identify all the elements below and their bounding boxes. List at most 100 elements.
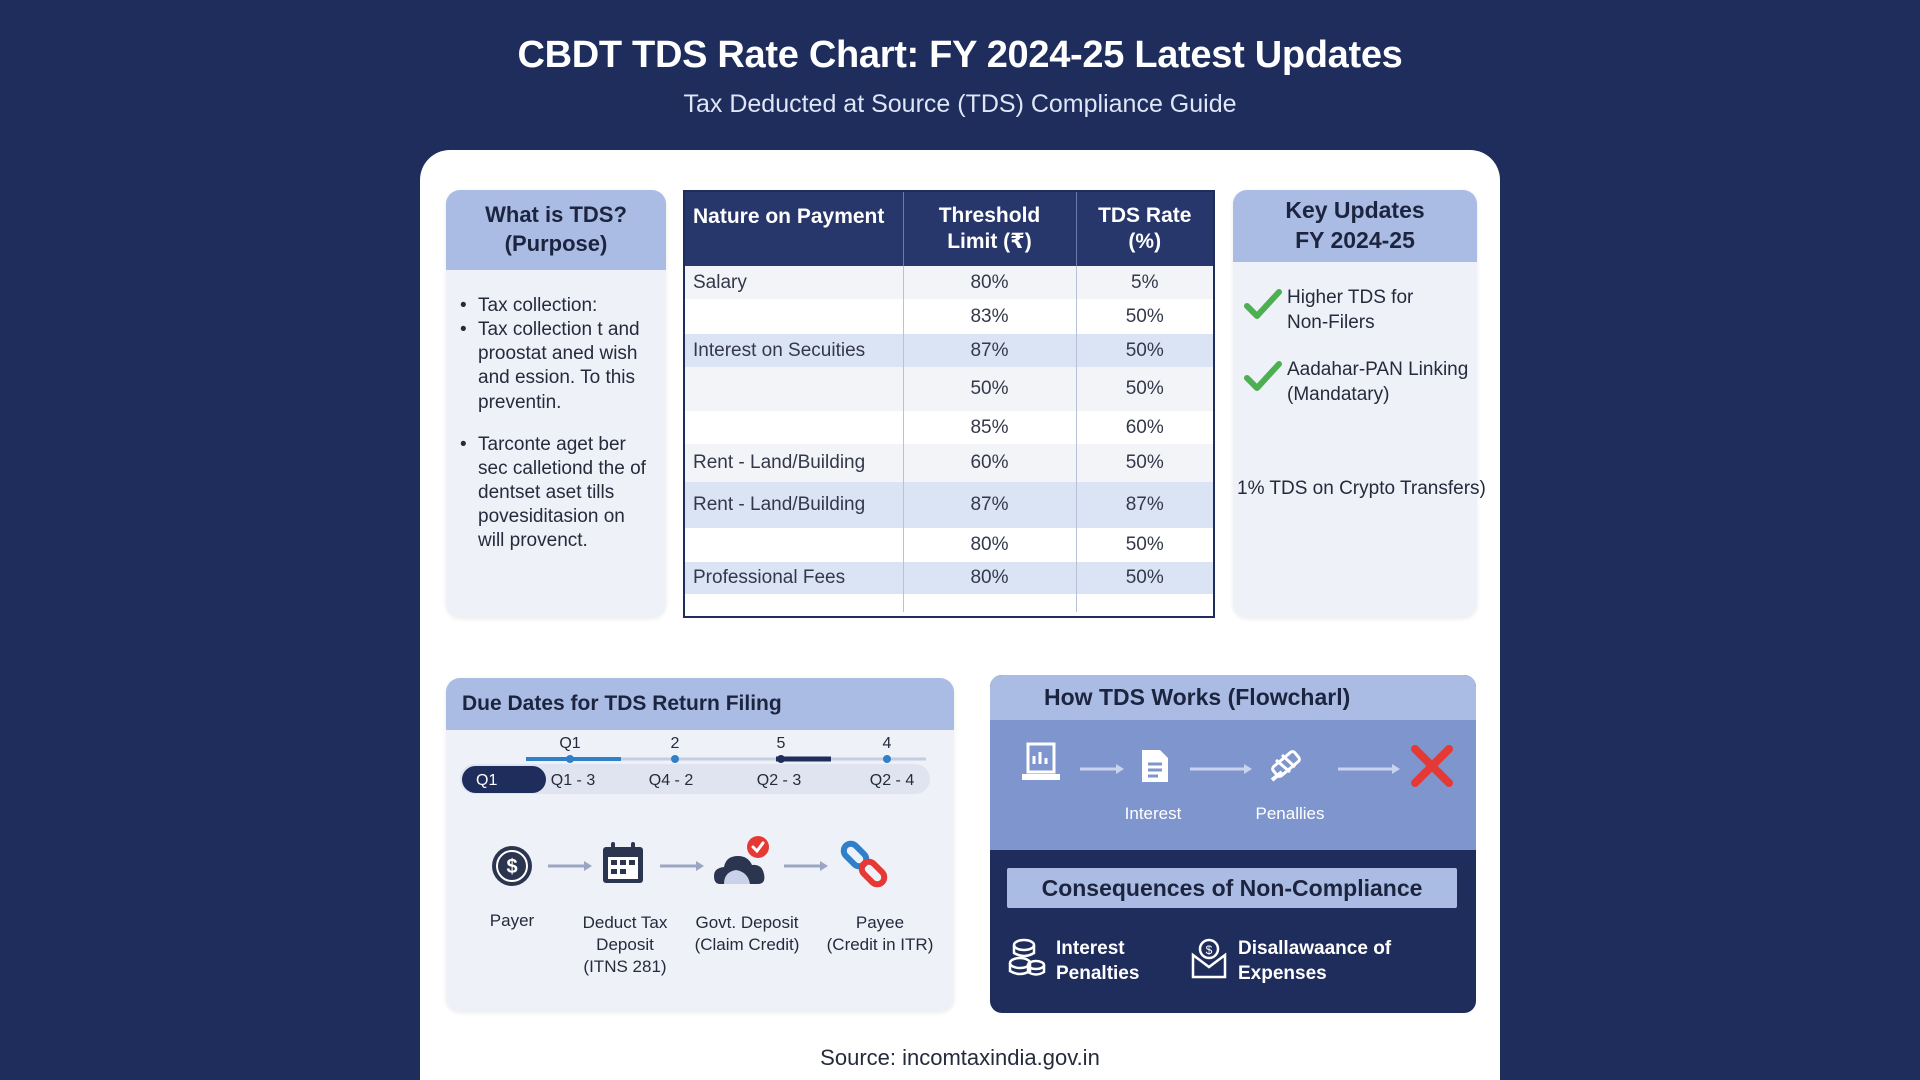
content-card: What is TDS? (Purpose) Tax collection: T… bbox=[420, 150, 1500, 1080]
page-title: CBDT TDS Rate Chart: FY 2024-25 Latest U… bbox=[517, 34, 1403, 76]
timeline-mark: 5 bbox=[777, 735, 786, 752]
table-row-empty bbox=[685, 594, 1213, 612]
arrow-right-icon bbox=[784, 861, 828, 871]
cell-rate: 50% bbox=[1075, 444, 1213, 482]
arrow-right-icon bbox=[1338, 764, 1400, 774]
red-cross-icon bbox=[1411, 745, 1453, 787]
dollar-coin-icon: $ bbox=[492, 846, 532, 886]
timeline-graphic: Q1 2 5 4 Q1 Q1 - 3 Q4 - 2 Q2 - 3 Q2 - 4 bbox=[460, 735, 930, 794]
cell-threshold: 87% bbox=[902, 482, 1076, 528]
key-updates-panel: Key Updates FY 2024-25 Higher TDS for No… bbox=[1233, 190, 1486, 618]
table-row: Interest on Secuities 87% 50% bbox=[685, 334, 1213, 367]
cell-empty bbox=[902, 594, 1076, 612]
flow-label: Payee (Credit in ITR) bbox=[826, 913, 934, 955]
flow-label: Govt. Deposit (Claim Credit) bbox=[694, 913, 800, 955]
cell-nature: Rent - Land/Building bbox=[685, 482, 903, 528]
cloud-deposit-icon bbox=[714, 836, 769, 884]
timeline-segment: Q2 - 3 bbox=[757, 772, 802, 789]
due-dates-panel: Due Dates for TDS Return Filing Q1 2 5 4… bbox=[446, 678, 954, 1012]
source-credit: Source: incomtaxindia.gov.in bbox=[820, 1045, 1100, 1070]
crypto-update-text: 1% TDS on Crypto Transfers) bbox=[1237, 478, 1486, 499]
document-icon bbox=[1142, 750, 1168, 782]
quarter-timeline: Q1 2 5 4 Q1 Q1 - 3 Q4 - 2 Q2 - 3 Q2 - 4 bbox=[446, 730, 954, 810]
cell-rate: 50% bbox=[1075, 299, 1213, 334]
page-subtitle: Tax Deducted at Source (TDS) Compliance … bbox=[683, 90, 1237, 118]
how-tds-title: How TDS Works (Flowcharl) bbox=[990, 675, 1476, 720]
svg-text:$: $ bbox=[1206, 943, 1213, 957]
document-building-icon bbox=[1022, 742, 1060, 780]
checkmark-icon bbox=[1244, 361, 1282, 391]
table-row: Rent - Land/Building 87% 87% bbox=[685, 482, 1213, 528]
cell-nature bbox=[685, 367, 903, 411]
table-row: Rent - Land/Building 60% 50% bbox=[685, 444, 1213, 482]
cell-nature bbox=[685, 411, 903, 444]
arrow-right-icon bbox=[548, 861, 592, 871]
timeline-mark: 4 bbox=[883, 735, 892, 752]
coins-icon bbox=[1008, 938, 1046, 976]
consequence-label: Interest Penalties bbox=[1056, 938, 1140, 984]
checkmark-icon bbox=[1244, 289, 1282, 319]
how-tds-works-panel: How TDS Works (Flowcharl) bbox=[990, 675, 1476, 1013]
timeline-pill-label: Q1 bbox=[476, 772, 497, 789]
table-row: 83% 50% bbox=[685, 299, 1213, 334]
flow-label: Payer bbox=[489, 911, 535, 930]
flow-label-interest: Interest bbox=[1124, 804, 1182, 823]
purpose-list: Tax collection: Tax collection t and pro… bbox=[446, 270, 666, 553]
cell-empty bbox=[1075, 594, 1213, 612]
timeline-segment: Q1 - 3 bbox=[551, 772, 596, 789]
cell-threshold: 60% bbox=[902, 444, 1076, 482]
gavel-icon bbox=[1270, 750, 1301, 782]
cell-rate: 50% bbox=[1075, 367, 1213, 411]
purpose-bullet: Tax collection t and proostat aned wish … bbox=[460, 318, 652, 415]
flow-label-penalties: Penallies bbox=[1255, 804, 1325, 823]
consequence-item: Interest Penalties bbox=[1008, 937, 1139, 986]
purpose-bullet: Tarconte aget ber sec calletiond the of … bbox=[460, 433, 652, 554]
cell-nature: Interest on Secuities bbox=[685, 334, 903, 367]
table-row: 80% 50% bbox=[685, 528, 1213, 562]
cell-nature: Salary bbox=[685, 266, 903, 299]
cell-threshold: 50% bbox=[902, 367, 1076, 411]
arrow-right-icon bbox=[1080, 764, 1124, 774]
cell-rate: 50% bbox=[1075, 334, 1213, 367]
cell-threshold: 80% bbox=[902, 528, 1076, 562]
cell-nature: Professional Fees bbox=[685, 562, 903, 594]
column-header-nature: Nature on Payment bbox=[685, 192, 903, 266]
purpose-panel: What is TDS? (Purpose) Tax collection: T… bbox=[446, 190, 666, 618]
svg-text:$: $ bbox=[506, 856, 517, 878]
tds-rate-table: Nature on Payment Threshold Limit (₹) TD… bbox=[683, 190, 1215, 618]
consequences-title: Consequences of Non-Compliance bbox=[1007, 868, 1457, 908]
consequence-label: Disallawaance of Expenses bbox=[1238, 938, 1392, 984]
column-header-rate: TDS Rate (%) bbox=[1075, 192, 1213, 266]
flow-label: Deduct Tax Deposit (ITNS 281) bbox=[582, 913, 668, 977]
cell-nature: Rent - Land/Building bbox=[685, 444, 903, 482]
cell-empty bbox=[685, 594, 903, 612]
cell-nature bbox=[685, 299, 903, 334]
key-updates-title: Key Updates FY 2024-25 bbox=[1233, 190, 1477, 262]
cell-rate: 60% bbox=[1075, 411, 1213, 444]
calendar-icon bbox=[603, 842, 643, 883]
update-text: Aadahar-PAN Linking (Mandatary) bbox=[1287, 359, 1469, 405]
consequence-item: $ Disallawaance of Expenses bbox=[1190, 937, 1391, 986]
cell-threshold: 80% bbox=[902, 266, 1076, 299]
purpose-bullet: Tax collection: bbox=[460, 294, 652, 318]
table-row: 85% 60% bbox=[685, 411, 1213, 444]
purpose-title: What is TDS? (Purpose) bbox=[446, 190, 666, 270]
arrow-right-icon bbox=[1190, 764, 1252, 774]
table-row: Salary 80% 5% bbox=[685, 266, 1213, 299]
link-icon bbox=[840, 840, 888, 888]
table-row: Professional Fees 80% 50% bbox=[685, 562, 1213, 594]
cell-threshold: 85% bbox=[902, 411, 1076, 444]
update-text: Higher TDS for Non-Filers bbox=[1287, 287, 1414, 333]
how-tds-flow: Interest Penallies bbox=[990, 720, 1476, 850]
envelope-money-icon: $ bbox=[1191, 938, 1227, 979]
timeline-segment: Q4 - 2 bbox=[649, 772, 694, 789]
table-row: 50% 50% bbox=[685, 367, 1213, 411]
arrow-right-icon bbox=[660, 861, 704, 871]
column-header-threshold: Threshold Limit (₹) bbox=[902, 192, 1076, 266]
timeline-mark: 2 bbox=[671, 735, 680, 752]
timeline-segment: Q2 - 4 bbox=[870, 772, 915, 789]
cell-rate: 50% bbox=[1075, 528, 1213, 562]
cell-threshold: 83% bbox=[902, 299, 1076, 334]
due-dates-title: Due Dates for TDS Return Filing bbox=[446, 678, 954, 730]
cell-threshold: 87% bbox=[902, 334, 1076, 367]
